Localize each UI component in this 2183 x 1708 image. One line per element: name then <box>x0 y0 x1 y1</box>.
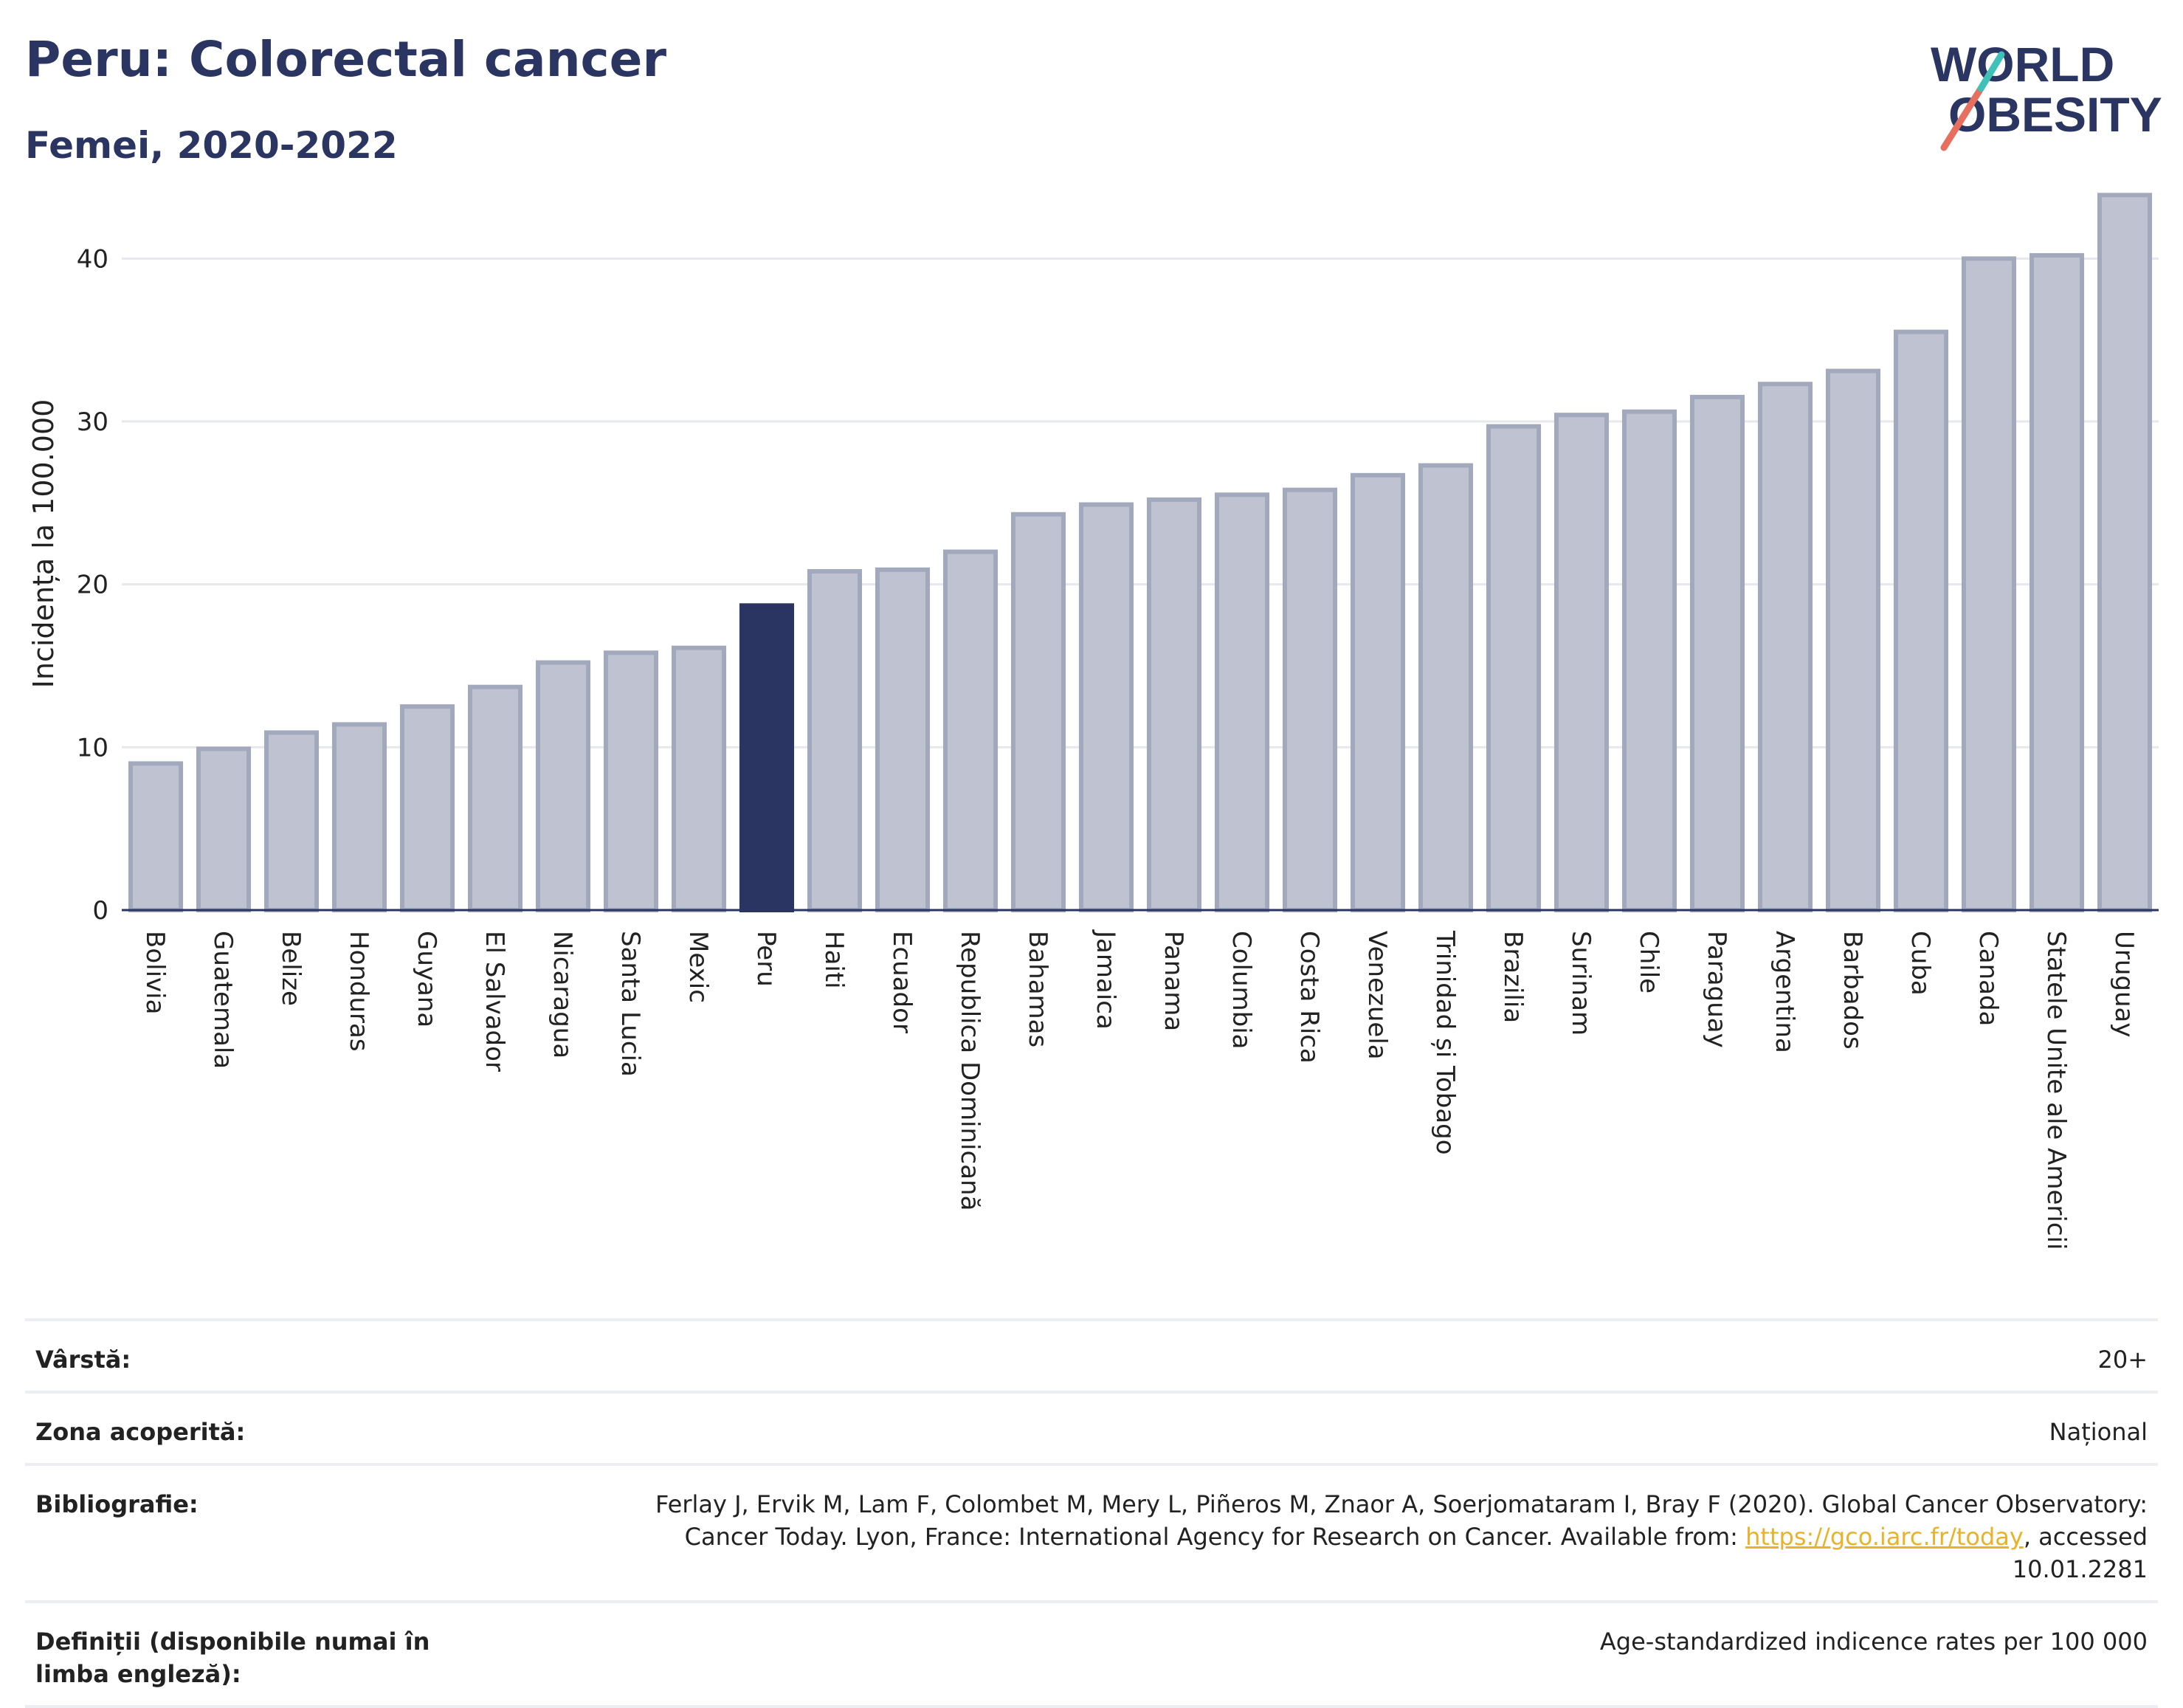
x-tick-label: Panama <box>1159 931 1188 1031</box>
x-tick-label: Bolivia <box>140 931 170 1014</box>
logo-slash-teal <box>1977 51 2005 92</box>
bar-el-salvador <box>467 684 523 912</box>
meta-row-age: Vârstă: 20+ <box>25 1318 2158 1391</box>
x-tick-label: Ecuador <box>887 931 917 1033</box>
bar-chart: 0 10 20 30 40 Incidența la 100.000 Bolivia Guat… <box>27 193 2159 1250</box>
bar-venezuela <box>1350 472 1406 912</box>
metadata-table: Vârstă: 20+ Zona acoperită: Național Bib… <box>25 1318 2158 1708</box>
bibliography-accessed: , accessed 10.01.2281 <box>2012 1523 2148 1583</box>
bar-columbia <box>1214 492 1270 912</box>
bar-honduras <box>331 722 387 912</box>
x-tick-label: Costa Rica <box>1294 931 1324 1064</box>
bar-mexic <box>671 645 727 913</box>
bar-cuba <box>1893 329 1949 912</box>
meta-row-coverage: Zona acoperită: Național <box>25 1391 2158 1463</box>
y-tick-label: 30 <box>77 407 108 437</box>
meta-value: 20+ <box>2097 1346 2148 1374</box>
bar-canada <box>1961 256 2017 913</box>
bar-ecuador <box>875 567 931 912</box>
bar-trinidad-i-tobago <box>1418 463 1474 912</box>
bar-uruguay <box>2097 193 2153 913</box>
x-tick-label: Honduras <box>344 931 373 1052</box>
bar-nicaragua <box>535 660 591 912</box>
y-axis-label: Incidența la 100.000 <box>27 399 60 689</box>
x-tick-label: Chile <box>1634 931 1663 994</box>
bibliography-text: Ferlay J, Ervik M, Lam F, Colombet M, Me… <box>655 1490 2148 1551</box>
x-tick-label: Surinam <box>1566 931 1596 1036</box>
x-tick-label: Republica Dominicană <box>955 931 984 1211</box>
bar-peru <box>739 603 795 912</box>
bar-republica-dominican- <box>942 549 999 912</box>
bar-jamaica <box>1078 502 1134 912</box>
x-tick-label: Argentina <box>1770 931 1799 1053</box>
bar-bolivia <box>128 761 184 913</box>
meta-key: Definiții (disponibile numai în limba en… <box>35 1628 430 1688</box>
bar-guyana <box>399 704 455 913</box>
y-tick-label: 40 <box>77 244 108 274</box>
logo-line1: WORLD <box>1931 37 2114 92</box>
x-tick-label: Guatemala <box>208 931 238 1069</box>
world-obesity-logo: WORLD OBESITY <box>1931 37 2162 151</box>
bar-argentina <box>1757 382 1813 912</box>
chart-title: Peru: Colorectal cancer <box>25 31 666 88</box>
bibliography-link[interactable]: https://gco.iarc.fr/today <box>1745 1523 2024 1551</box>
x-tick-label: Statele Unite ale Americii <box>2041 931 2071 1250</box>
meta-key: Bibliografie: <box>35 1490 199 1518</box>
meta-value: Ferlay J, Ervik M, Lam F, Colombet M, Me… <box>568 1488 2148 1585</box>
y-tick-label: 10 <box>77 733 108 762</box>
x-tick-label: Bahamas <box>1023 931 1052 1047</box>
x-tick-label: Brazilia <box>1498 931 1528 1023</box>
bar-paraguay <box>1689 394 1745 912</box>
x-tick-label: Santa Lucia <box>615 931 645 1077</box>
meta-key: Vârstă: <box>35 1346 131 1374</box>
meta-row-definitions: Definiții (disponibile numai în limba en… <box>25 1600 2158 1708</box>
x-tick-label: El Salvador <box>480 931 509 1072</box>
x-tick-label: Barbados <box>1838 931 1867 1050</box>
y-tick-label: 20 <box>77 571 108 600</box>
meta-value: Național <box>2049 1418 2148 1446</box>
x-tick-label: Guyana <box>412 931 441 1027</box>
x-tick-label: Mexic <box>683 931 713 1003</box>
x-tick-label: Columbia <box>1227 931 1256 1050</box>
bar-costa-rica <box>1282 487 1338 912</box>
meta-value: Age-standardized indicence rates per 100… <box>1599 1628 2148 1656</box>
x-tick-label: Canada <box>1973 931 2003 1026</box>
bar-surinam <box>1553 413 1610 912</box>
logo-slash-red <box>1940 85 1984 151</box>
meta-row-bibliography: Bibliografie: Ferlay J, Ervik M, Lam F, … <box>25 1463 2158 1600</box>
chart-subtitle: Femei, 2020-2022 <box>25 124 398 167</box>
bar-barbados <box>1825 368 1881 912</box>
bar-chile <box>1621 409 1677 912</box>
bar-haiti <box>807 569 863 912</box>
x-tick-label: Jamaica <box>1091 929 1120 1030</box>
y-tick-label: 0 <box>92 896 108 926</box>
bar-brazilia <box>1486 424 1542 912</box>
bar-bahamas <box>1010 512 1066 912</box>
x-tick-label: Haiti <box>819 931 849 989</box>
logo-line2: OBESITY <box>1948 87 2162 142</box>
x-tick-label: Paraguay <box>1702 931 1731 1048</box>
x-tick-label: Uruguay <box>2109 931 2139 1038</box>
x-tick-label: Nicaragua <box>548 931 577 1058</box>
meta-key: Zona acoperită: <box>35 1418 246 1446</box>
x-tick-label: Trinidad și Tobago <box>1430 930 1460 1155</box>
bar-panama <box>1146 497 1202 912</box>
x-tick-label: Venezuela <box>1362 931 1392 1060</box>
x-tick-label: Belize <box>276 931 306 1006</box>
bar-statele-unite-ale-americii <box>2029 252 2085 913</box>
x-tick-label: Peru <box>751 931 781 987</box>
bar-belize <box>263 730 320 912</box>
x-tick-label: Cuba <box>1906 931 1935 996</box>
bar-guatemala <box>196 746 252 912</box>
bar-santa-lucia <box>603 650 659 912</box>
